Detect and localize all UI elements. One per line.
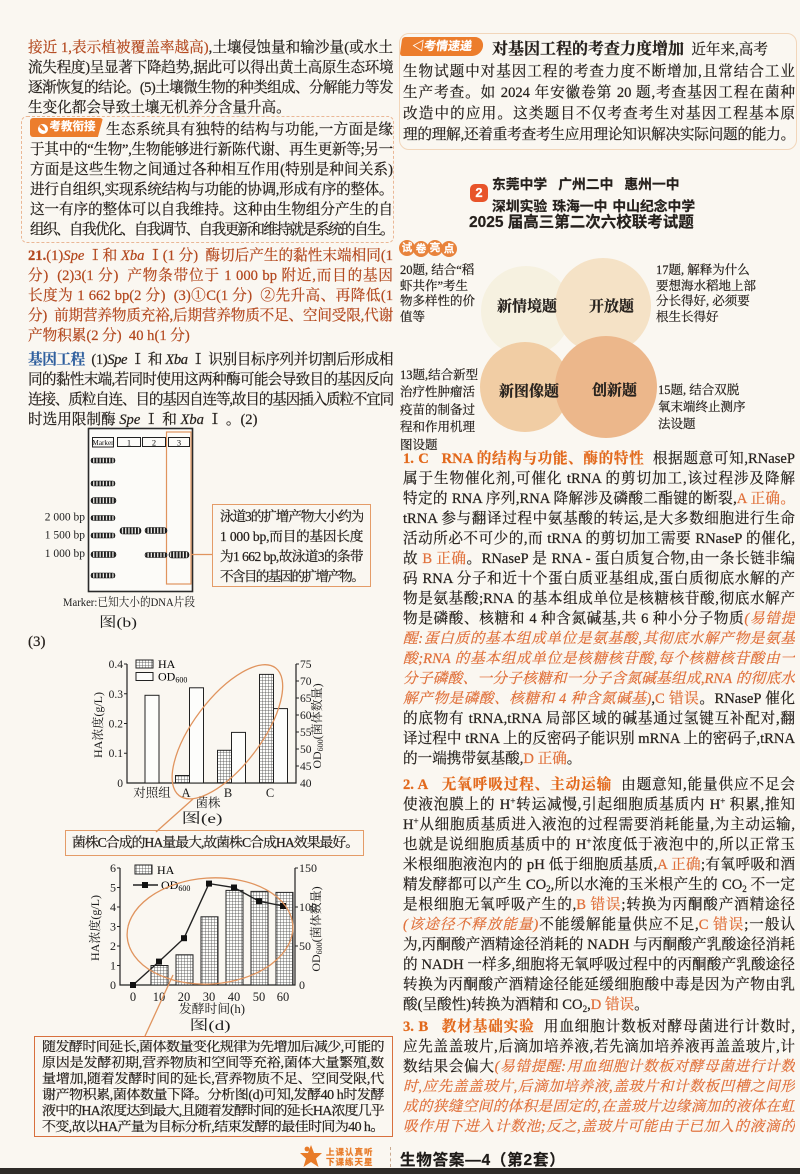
svg-text:40: 40 — [300, 778, 312, 790]
svg-text:图(e): 图(e) — [182, 811, 223, 827]
svg-text:Marker: Marker — [92, 439, 114, 447]
svg-text:45: 45 — [300, 761, 312, 773]
svg-text:OD600(菌体数量): OD600(菌体数量) — [308, 886, 324, 971]
svg-text:55: 55 — [300, 727, 312, 739]
svg-text:50: 50 — [300, 744, 312, 756]
svg-text:150: 150 — [299, 861, 317, 875]
svg-text:Marker:已知大小的DNA片段: Marker:已知大小的DNA片段 — [63, 594, 195, 609]
svg-text:0.3: 0.3 — [109, 689, 124, 701]
svg-text:0: 0 — [117, 778, 123, 790]
svg-text:4: 4 — [110, 900, 116, 914]
svg-text:3: 3 — [177, 438, 181, 448]
svg-text:0: 0 — [299, 978, 305, 992]
svg-text:0: 0 — [110, 978, 116, 992]
svg-text:B: B — [224, 786, 232, 800]
svg-text:40: 40 — [228, 990, 241, 1004]
svg-text:OD600: OD600 — [158, 670, 187, 685]
svg-text:70: 70 — [300, 676, 312, 688]
svg-text:1: 1 — [110, 959, 116, 973]
svg-text:菌株: 菌株 — [195, 795, 221, 810]
svg-text:0.2: 0.2 — [109, 719, 124, 731]
svg-text:发酵时间(h): 发酵时间(h) — [179, 1001, 245, 1016]
svg-text:2 000 bp: 2 000 bp — [45, 512, 86, 524]
svg-text:对照组: 对照组 — [133, 785, 171, 800]
svg-text:50: 50 — [299, 939, 311, 953]
svg-text:图(d): 图(d) — [190, 1018, 231, 1034]
svg-text:5: 5 — [110, 881, 116, 895]
svg-text:OD600(菌体数量): OD600(菌体数量) — [309, 683, 325, 768]
svg-text:65: 65 — [300, 693, 312, 705]
svg-text:100: 100 — [299, 900, 317, 914]
svg-text:HA浓度(g/L): HA浓度(g/L) — [88, 895, 102, 961]
svg-text:3: 3 — [110, 920, 116, 934]
svg-text:75: 75 — [300, 659, 312, 671]
svg-text:HA: HA — [157, 863, 175, 877]
svg-text:图(b): 图(b) — [99, 615, 137, 631]
svg-text:1 500 bp: 1 500 bp — [45, 530, 86, 542]
svg-text:HA浓度(g/L): HA浓度(g/L) — [90, 692, 105, 758]
svg-text:0.4: 0.4 — [109, 659, 124, 671]
svg-text:HA: HA — [158, 657, 176, 671]
svg-text:30: 30 — [203, 990, 216, 1004]
svg-text:C: C — [266, 786, 274, 800]
svg-text:20: 20 — [178, 990, 191, 1004]
svg-text:1 000 bp: 1 000 bp — [45, 548, 86, 560]
svg-text:2: 2 — [152, 438, 156, 448]
svg-text:6: 6 — [110, 861, 116, 875]
svg-text:A: A — [181, 786, 190, 800]
svg-text:OD600: OD600 — [161, 878, 190, 893]
svg-text:60: 60 — [300, 710, 312, 722]
svg-text:0.1: 0.1 — [109, 748, 124, 760]
svg-text:50: 50 — [253, 990, 266, 1004]
svg-text:60: 60 — [277, 990, 290, 1004]
svg-text:2: 2 — [110, 939, 116, 953]
svg-text:10: 10 — [153, 990, 166, 1004]
svg-text:1: 1 — [127, 438, 131, 448]
svg-text:0: 0 — [130, 990, 136, 1004]
